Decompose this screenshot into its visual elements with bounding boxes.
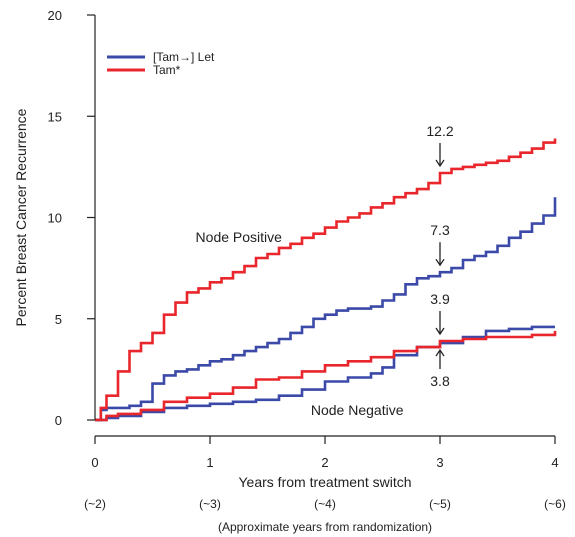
x-tick-label: 4 (551, 455, 558, 470)
legend: [Tam→] Let Tam* (107, 50, 215, 77)
series-layer (95, 138, 557, 422)
x-tick-label: 0 (91, 455, 98, 470)
series-line-node-positive-tam (95, 138, 557, 422)
x-axis-title: Years from treatment switch (239, 474, 412, 490)
secondary-x-tick-label: (~2) (84, 497, 106, 511)
secondary-x-tick-label: (~5) (429, 497, 451, 511)
series-line-node-positive-let (95, 197, 557, 422)
axes-layer: 0 5 10 15 20 0 (~2) 1 (~3) 2 (~4) 3 (~5) 4 (~6) (48, 8, 566, 511)
annotation-arrow-head (435, 159, 445, 168)
annotation-3-8: 3.8 (430, 373, 450, 389)
secondary-x-tick-label: (~6) (544, 497, 566, 511)
annotation-arrow-head (435, 258, 445, 267)
y-tick-label: 0 (55, 413, 62, 428)
legend-label-tam: Tam* (153, 63, 181, 77)
x-tick-label: 3 (436, 455, 443, 470)
secondary-x-tick-label: (~4) (314, 497, 336, 511)
legend-label-let: [Tam→] Let (153, 50, 215, 64)
annotation-12-2: 12.2 (426, 123, 453, 139)
y-tick-label: 15 (48, 109, 62, 124)
x-tick-label: 2 (321, 455, 328, 470)
node-negative-label: Node Negative (311, 402, 404, 418)
y-tick-label: 20 (48, 8, 62, 23)
secondary-x-tick-label: (~3) (199, 497, 221, 511)
annotation-arrow-head (435, 348, 445, 357)
x-tick-label: 1 (206, 455, 213, 470)
node-positive-label: Node Positive (196, 229, 283, 245)
annotation-3-9: 3.9 (430, 291, 450, 307)
annotation-7-3: 7.3 (430, 222, 450, 238)
series-line-node-negative-tam (95, 330, 557, 422)
y-tick-label: 10 (48, 211, 62, 226)
secondary-x-axis-title: (Approximate years from randomization) (218, 520, 432, 534)
y-tick-label: 5 (55, 312, 62, 327)
y-axis-title: Percent Breast Cancer Recurrence (13, 108, 29, 326)
annotation-arrow-head (435, 327, 445, 336)
